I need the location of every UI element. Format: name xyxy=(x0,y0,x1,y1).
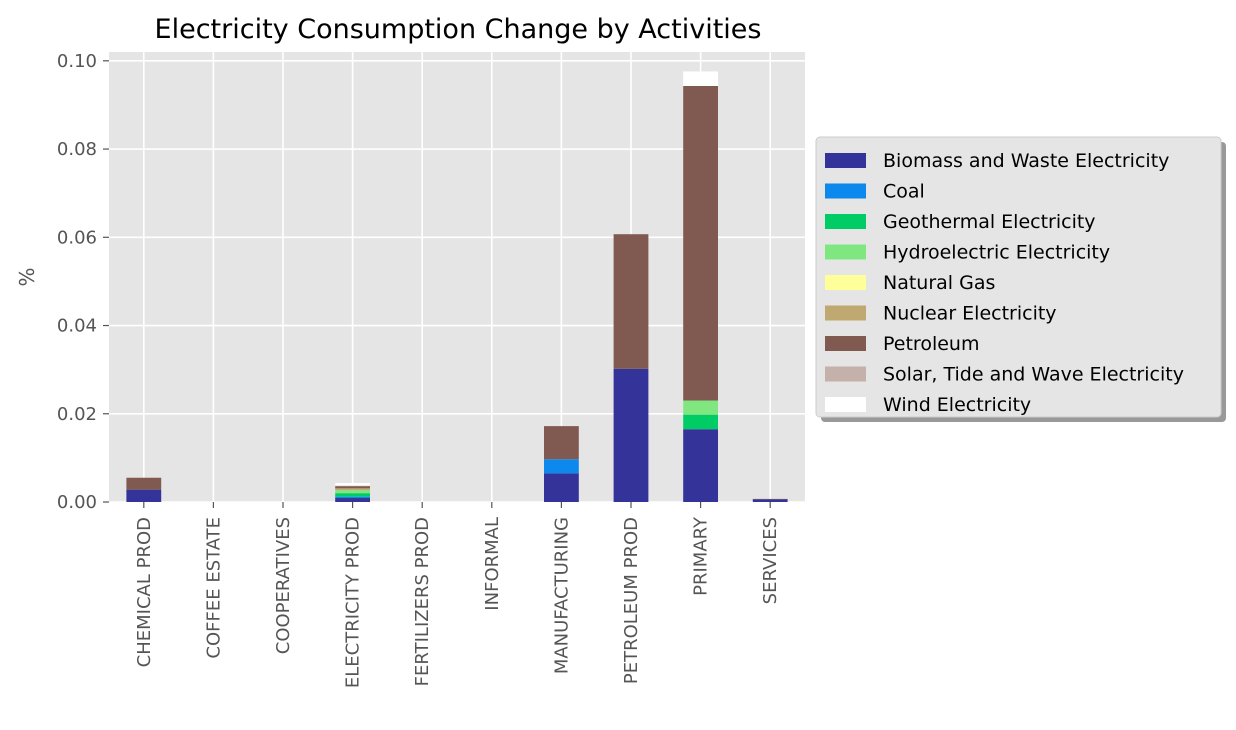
x-tick-label: COFFEE ESTATE xyxy=(203,517,224,659)
legend-label: Wind Electricity xyxy=(883,394,1031,416)
legend-label: Biomass and Waste Electricity xyxy=(883,150,1169,172)
legend-swatch xyxy=(825,305,866,321)
bar-segment xyxy=(335,496,370,499)
legend: Biomass and Waste Electricity Coal Geother… xyxy=(815,136,1226,422)
legend-label: Petroleum xyxy=(883,333,979,355)
legend-label: Coal xyxy=(883,181,925,203)
x-tick-label: FERTILIZERS PROD xyxy=(412,517,433,686)
bar-segment xyxy=(683,71,718,86)
legend-swatch xyxy=(825,275,866,290)
x-tick-label: INFORMAL xyxy=(482,517,503,611)
bar-segment xyxy=(335,488,370,491)
x-tick-label: MANUFACTURING xyxy=(551,517,572,674)
bar-segment xyxy=(335,486,370,489)
legend-swatch xyxy=(825,183,866,199)
bar-segment xyxy=(544,426,579,460)
y-tick-label: 0.06 xyxy=(57,227,97,248)
bar-segment xyxy=(544,459,579,474)
y-tick-label: 0.00 xyxy=(57,492,97,513)
bar-segment xyxy=(335,493,370,497)
bar-segment xyxy=(544,473,579,502)
bar-segment xyxy=(335,490,370,494)
legend-label: Natural Gas xyxy=(883,272,995,294)
legend-box xyxy=(815,136,1222,418)
legend-swatch xyxy=(825,336,866,351)
y-tick-label: 0.02 xyxy=(57,404,97,425)
bar-segment xyxy=(335,483,370,486)
x-tick-label: CHEMICAL PROD xyxy=(134,517,155,667)
legend-label: Geothermal Electricity xyxy=(883,211,1096,233)
x-tick-label: PRIMARY xyxy=(691,516,712,596)
legend-swatch xyxy=(825,244,866,260)
bar-segment xyxy=(126,477,162,490)
legend-swatch xyxy=(825,366,866,382)
bar-segment xyxy=(683,85,718,401)
x-tick-label: ELECTRICITY PROD xyxy=(343,517,364,688)
x-axis: CHEMICAL PROD COFFEE ESTATE COOPERATIVES EL… xyxy=(134,502,781,688)
y-tick-label: 0.08 xyxy=(57,139,97,160)
legend-swatch xyxy=(825,153,866,168)
y-tick-label: 0.04 xyxy=(57,316,97,337)
bar-segment xyxy=(335,485,370,487)
legend-swatch xyxy=(825,397,866,412)
y-axis-label: % xyxy=(15,267,39,286)
y-tick-label: 0.10 xyxy=(57,51,97,72)
bar-segment xyxy=(335,498,370,502)
x-tick-label: PETROLEUM PROD xyxy=(621,517,642,684)
bars xyxy=(126,71,788,502)
bar-segment xyxy=(683,414,718,430)
bar-segment xyxy=(613,368,649,502)
legend-label: Nuclear Electricity xyxy=(883,303,1057,325)
bar-segment xyxy=(683,429,718,502)
bar-segment xyxy=(683,400,718,415)
legend-label: Solar, Tide and Wave Electricity xyxy=(883,364,1184,386)
bar-segment xyxy=(613,234,649,369)
bar-segment xyxy=(752,498,788,500)
legend-label: Hydroelectric Electricity xyxy=(883,242,1110,264)
bar-segment xyxy=(126,489,162,502)
chart-title: Electricity Consumption Change by Activi… xyxy=(155,14,762,45)
y-axis: 0.00 0.02 0.04 0.06 0.08 0.10 xyxy=(57,51,109,513)
bar-segment xyxy=(752,499,788,502)
x-tick-label: SERVICES xyxy=(760,517,781,604)
legend-swatch xyxy=(825,214,866,229)
x-tick-label: COOPERATIVES xyxy=(273,517,294,654)
